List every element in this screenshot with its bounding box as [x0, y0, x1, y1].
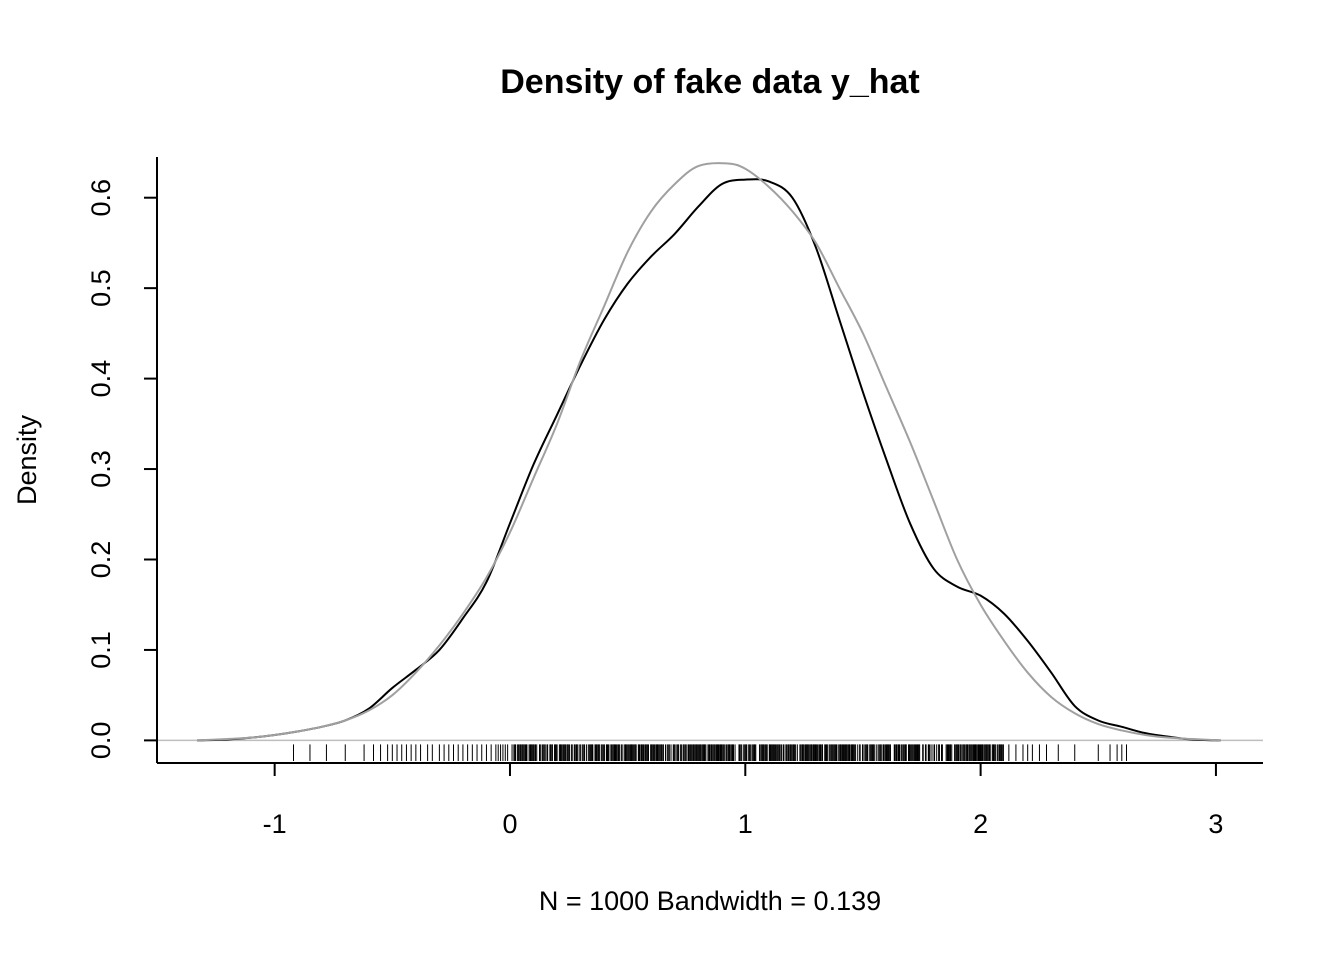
x-tick-label: 0 — [502, 809, 517, 839]
x-tick-label: -1 — [263, 809, 287, 839]
x-tick-label: 1 — [738, 809, 753, 839]
reference-line — [196, 162, 1221, 742]
density-lines — [196, 162, 1221, 742]
x-tick-label: 2 — [973, 809, 988, 839]
y-tick-label: 0.3 — [86, 450, 116, 488]
x-axis-title: N = 1000 Bandwidth = 0.139 — [539, 886, 881, 916]
x-tick-label: 3 — [1208, 809, 1223, 839]
y-axis-title: Density — [12, 414, 42, 505]
y-tick-label: 0.5 — [86, 269, 116, 307]
x-axis-ticks: -1 0 1 2 3 — [263, 763, 1223, 839]
y-axis-ticks: 0.0 0.1 0.2 0.3 0.4 0.5 0.6 — [86, 179, 157, 759]
chart-title: Density of fake data y_hat — [500, 63, 919, 101]
y-tick-label: 0.6 — [86, 179, 116, 217]
y-tick-label: 0.0 — [86, 722, 116, 760]
kde-line — [196, 178, 1221, 742]
y-tick-label: 0.4 — [86, 360, 116, 398]
y-tick-label: 0.1 — [86, 631, 116, 669]
rug-marks — [292, 744, 1128, 761]
y-tick-label: 0.2 — [86, 541, 116, 579]
